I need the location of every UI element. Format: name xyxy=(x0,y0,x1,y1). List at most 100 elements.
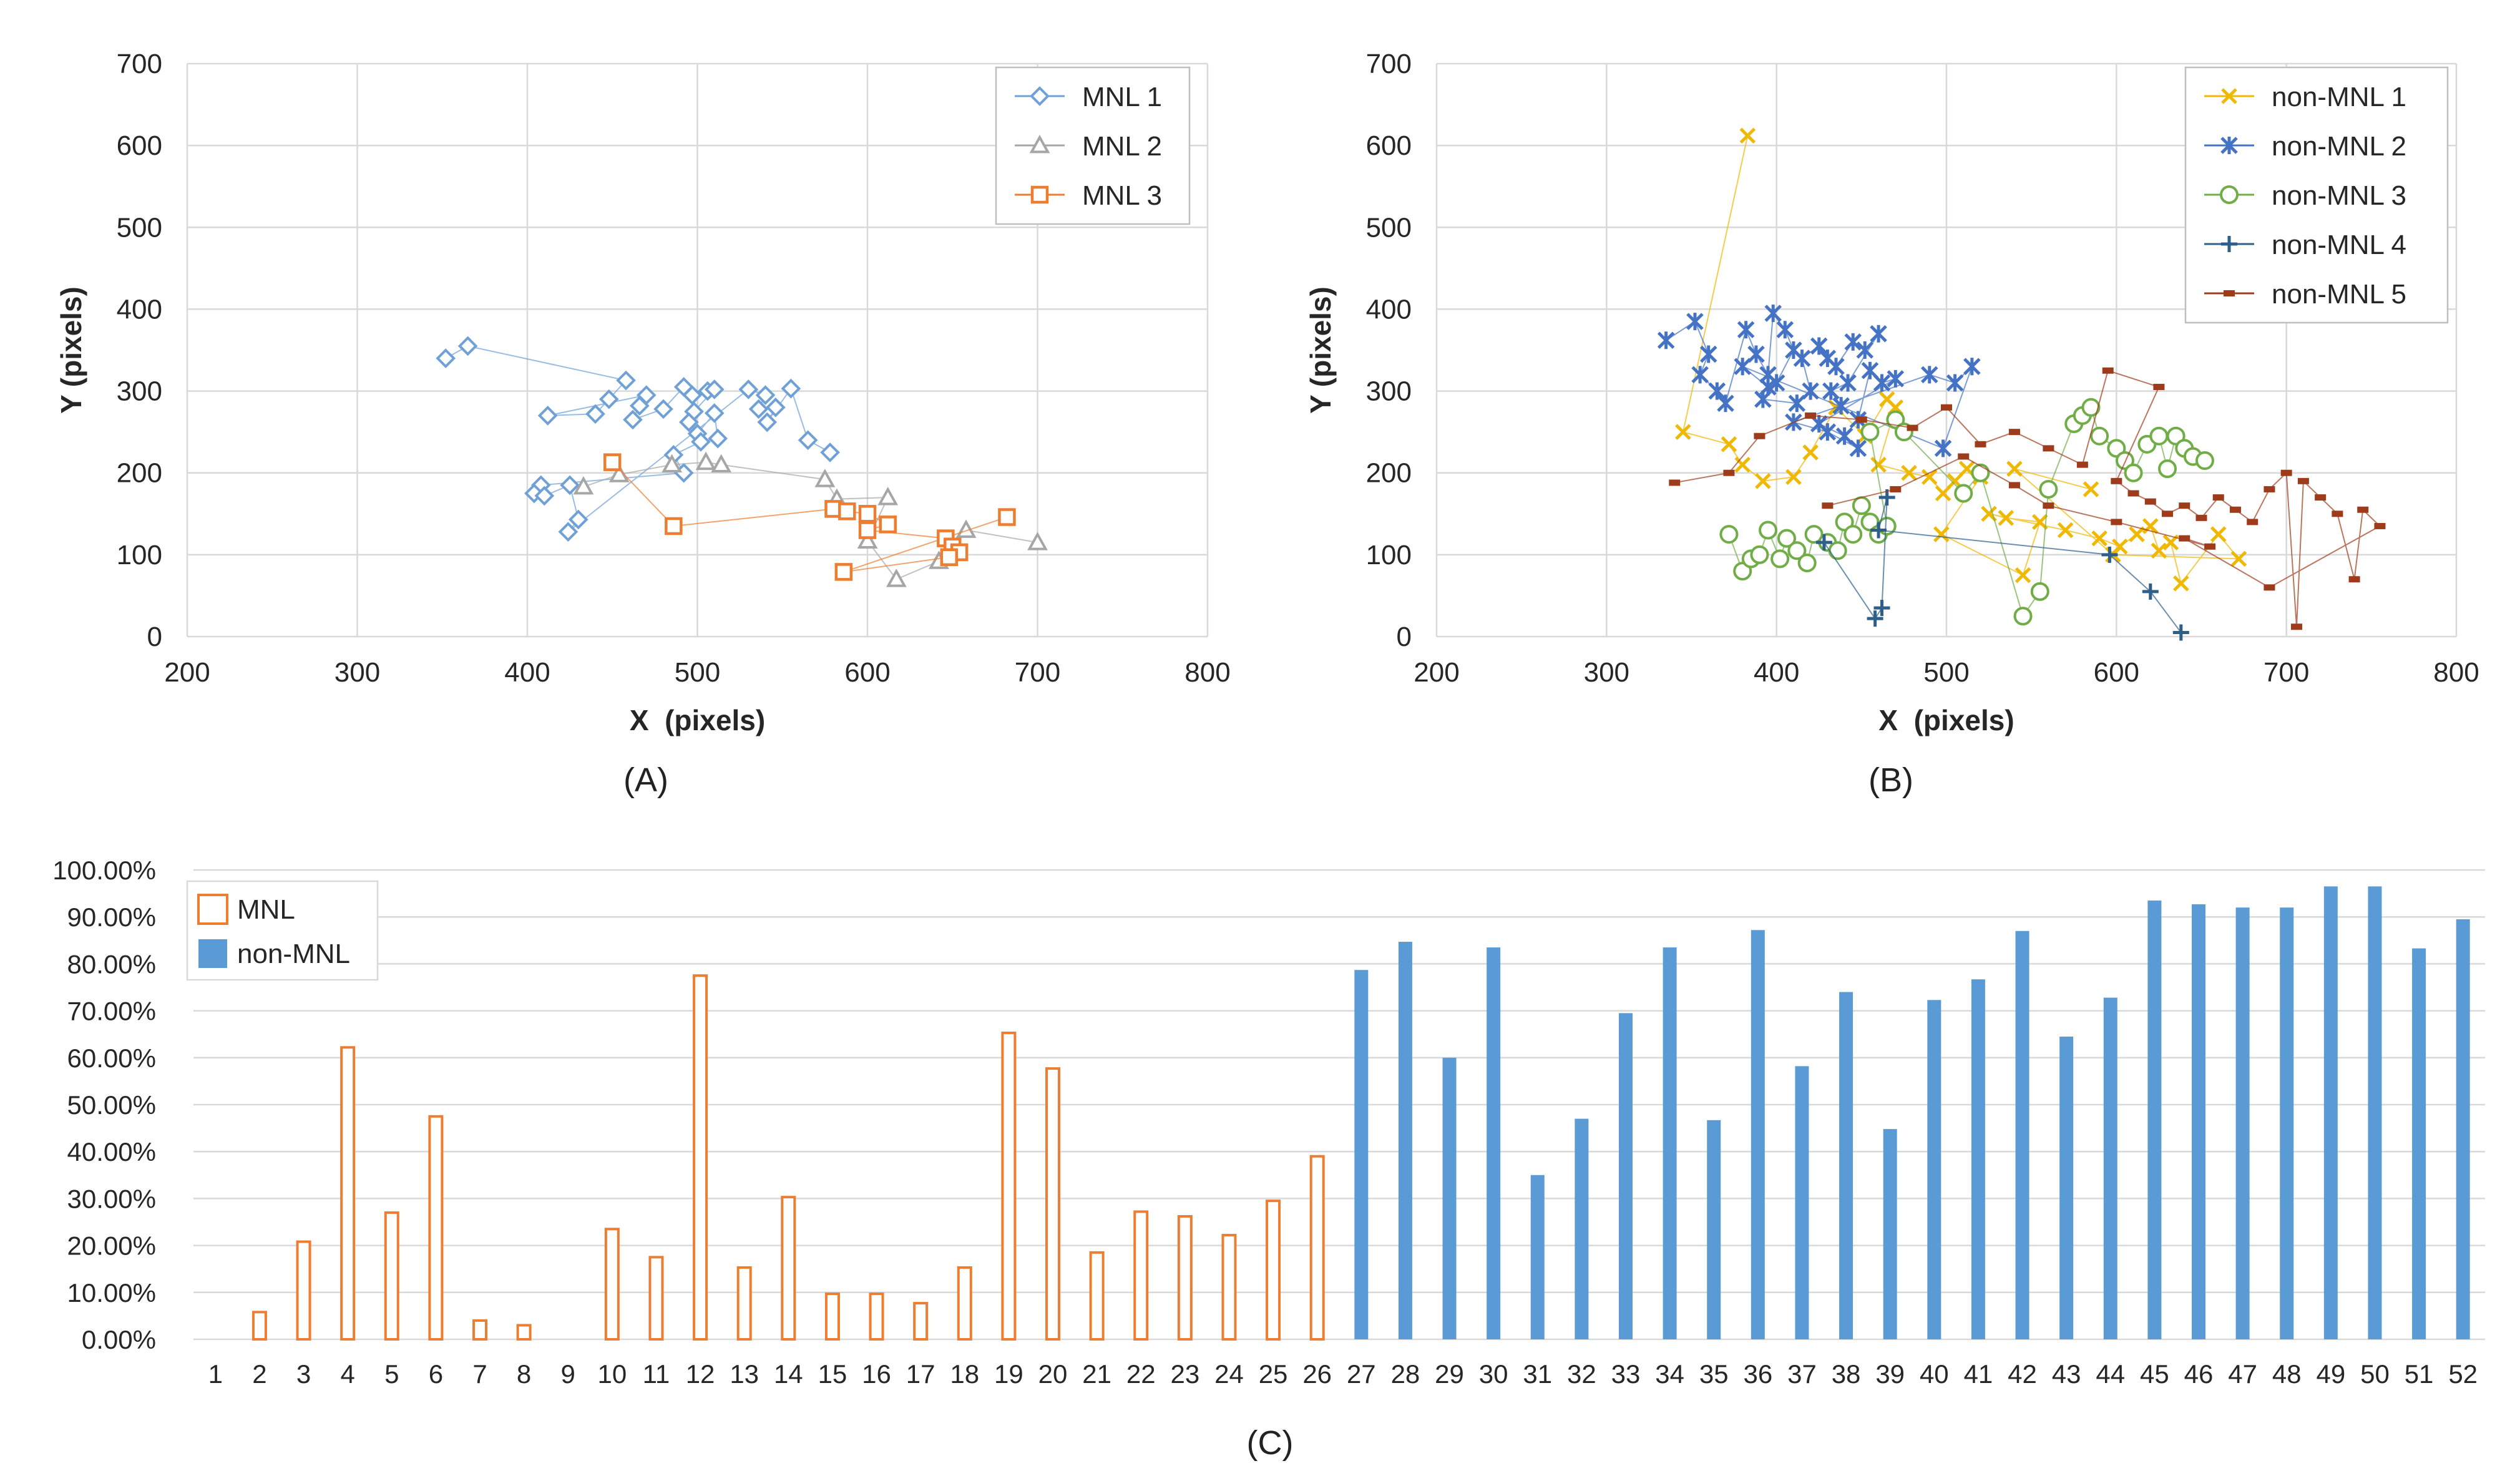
data-point xyxy=(560,475,580,496)
series-non-mnl-4 xyxy=(1815,489,2189,641)
x-tick-label: 400 xyxy=(1754,657,1799,688)
y-tick-label: 400 xyxy=(1366,294,1412,325)
series-non-mnl-2 xyxy=(1657,304,1981,457)
data-point xyxy=(1777,529,1797,548)
legend-marker xyxy=(1029,134,1050,154)
series-mnl-3 xyxy=(603,453,1016,581)
y-tick-label: 100.00% xyxy=(52,856,156,885)
y-tick-label: 400 xyxy=(117,294,162,325)
bar xyxy=(781,1196,796,1341)
x-tick-label: 14 xyxy=(774,1359,803,1389)
y-tick-label: 90.00% xyxy=(67,902,156,932)
x-tick-label: 25 xyxy=(1259,1359,1288,1389)
data-point xyxy=(748,399,769,419)
bar xyxy=(2412,948,2426,1339)
x-tick-label: 27 xyxy=(1347,1359,1376,1389)
bar xyxy=(1354,970,1369,1339)
bar xyxy=(1089,1251,1105,1341)
data-point xyxy=(2013,607,2033,626)
data-point xyxy=(695,451,716,471)
bar xyxy=(296,1240,311,1341)
bar xyxy=(1530,1175,1545,1339)
data-point xyxy=(2142,518,2159,534)
series-line xyxy=(445,345,831,532)
data-point xyxy=(1835,427,1853,445)
data-point xyxy=(834,563,853,581)
data-point xyxy=(1759,520,1778,540)
data-point xyxy=(457,336,478,356)
y-axis-title: Y (pixels) xyxy=(55,286,87,414)
data-point xyxy=(704,403,725,423)
legend-label: MNL xyxy=(237,894,295,925)
data-point xyxy=(1734,456,1751,473)
y-tick-label: 20.00% xyxy=(67,1231,156,1261)
data-point xyxy=(1958,453,1970,460)
x-tick-label: 15 xyxy=(818,1359,847,1389)
x-tick-label: 700 xyxy=(1015,657,1060,688)
data-point xyxy=(2204,543,2216,550)
x-tick-label: 200 xyxy=(1414,657,1459,688)
data-point xyxy=(630,396,650,416)
data-point xyxy=(1822,502,1834,509)
data-point xyxy=(1907,424,1918,431)
x-tick-label: 36 xyxy=(1743,1359,1772,1389)
data-point xyxy=(1802,382,1819,400)
data-point xyxy=(1734,358,1751,376)
data-point xyxy=(1921,366,1938,384)
x-tick-label: 200 xyxy=(164,657,210,688)
x-axis-title: X (pixels) xyxy=(630,704,765,736)
x-tick-label: 42 xyxy=(2008,1359,2037,1389)
legend-swatch xyxy=(198,939,227,968)
data-point xyxy=(2144,498,2156,505)
y-tick-label: 300 xyxy=(1366,376,1412,407)
data-point xyxy=(1934,439,1952,457)
panel-a-scatter-chart: 200 300 400 500 600 700 800 0 100 200 300 400 500 600… xyxy=(55,49,1231,736)
bar xyxy=(913,1302,929,1341)
x-tick-label: 8 xyxy=(517,1359,531,1389)
data-point xyxy=(2127,490,2139,497)
series-line xyxy=(1682,135,2240,585)
data-point xyxy=(1971,463,1990,482)
data-point xyxy=(1691,366,1709,384)
data-point xyxy=(940,548,959,567)
y-tick-label: 50.00% xyxy=(67,1090,156,1120)
data-point xyxy=(2357,506,2369,513)
data-point xyxy=(1793,349,1811,368)
data-point xyxy=(1754,433,1765,439)
data-point xyxy=(2297,477,2309,484)
data-point xyxy=(2374,522,2386,529)
data-point xyxy=(2151,542,2167,559)
data-point xyxy=(568,509,588,530)
bar xyxy=(1266,1200,1281,1341)
data-point xyxy=(1873,600,1890,617)
data-point xyxy=(781,378,801,399)
x-tick-label: 37 xyxy=(1787,1359,1817,1389)
bar xyxy=(2103,997,2117,1339)
data-point xyxy=(2008,482,2020,489)
x-tick-label: 11 xyxy=(643,1359,670,1389)
data-point xyxy=(1027,532,1048,550)
data-point xyxy=(1815,534,1832,551)
y-tick-label: 200 xyxy=(1366,458,1412,489)
x-tick-label: 2 xyxy=(252,1359,266,1389)
data-point xyxy=(679,412,699,433)
data-point xyxy=(1723,469,1735,476)
data-point xyxy=(1767,374,1785,392)
data-point xyxy=(1998,510,2015,526)
bar xyxy=(1442,1057,1457,1339)
data-point xyxy=(1856,341,1874,359)
data-point xyxy=(603,453,622,471)
data-point xyxy=(1737,321,1755,339)
data-point xyxy=(682,385,703,405)
data-point xyxy=(2179,535,2190,542)
y-tick-label: 80.00% xyxy=(67,949,156,979)
bar xyxy=(1971,979,1985,1339)
x-tick-label: 19 xyxy=(994,1359,1023,1389)
series-mnl xyxy=(252,974,1325,1341)
data-point xyxy=(2264,486,2275,492)
series-non-mnl-5 xyxy=(1669,367,2386,630)
data-point xyxy=(2264,584,2275,591)
legend-label: MNL 1 xyxy=(1082,82,1162,112)
data-point xyxy=(1699,345,1717,363)
x-tick-label: 20 xyxy=(1038,1359,1068,1389)
